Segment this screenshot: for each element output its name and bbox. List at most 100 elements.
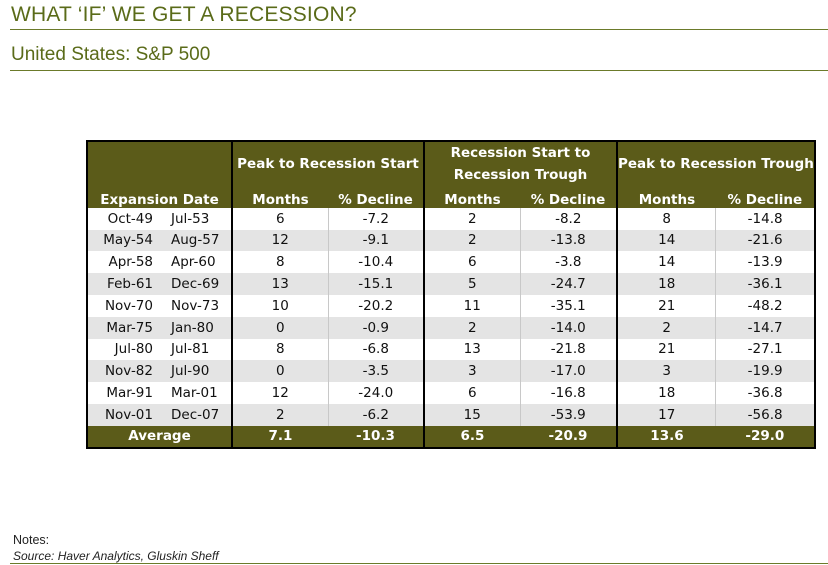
expansion-end-cell: Dec-07 <box>160 403 232 426</box>
pts-decline-cell: -0.9 <box>327 316 424 339</box>
ptt-months-cell: 14 <box>616 229 716 252</box>
average-ptt-months: 13.6 <box>616 425 716 448</box>
ptt-decline-cell: -27.1 <box>715 338 815 361</box>
col-header-pts-months: Months <box>231 186 328 208</box>
ptt-decline-cell: -48.2 <box>715 294 815 317</box>
ptt-months-cell: 18 <box>616 273 716 295</box>
pts-months-cell: 2 <box>231 403 328 426</box>
pts-decline-cell: -24.0 <box>327 382 424 404</box>
ptt-months-cell: 21 <box>616 294 716 317</box>
table-row: May-54 Aug-57 12 -9.1 2 -13.8 14 -21.6 <box>87 229 815 252</box>
ptt-decline-cell: -36.8 <box>715 382 815 404</box>
table-row: Oct-49 Jul-53 6 -7.2 2 -8.2 8 -14.8 <box>87 207 815 230</box>
table-row: Jul-80 Jul-81 8 -6.8 13 -21.8 21 -27.1 <box>87 338 815 361</box>
source-note: Source: Haver Analytics, Gluskin Sheff <box>13 549 219 563</box>
table-body: Oct-49 Jul-53 6 -7.2 2 -8.2 8 -14.8 May-54 Aug-57… <box>87 207 815 426</box>
average-ptt-decline: -29.0 <box>715 425 815 448</box>
stt-decline-cell: -16.8 <box>519 382 617 404</box>
expansion-end-cell: Apr-60 <box>160 251 232 274</box>
pts-months-cell: 8 <box>231 251 328 274</box>
pts-decline-cell: -6.8 <box>327 338 424 361</box>
table-row: Mar-75 Jan-80 0 -0.9 2 -14.0 2 -14.7 <box>87 316 815 339</box>
group-header-start-to-trough-line2: Recession Trough <box>453 167 588 183</box>
ptt-decline-cell: -14.8 <box>715 207 815 230</box>
col-header-ptt-months: Months <box>616 186 716 208</box>
average-pts-decline: -10.3 <box>328 425 424 448</box>
ptt-decline-cell: -19.9 <box>715 360 815 383</box>
pts-months-cell: 13 <box>231 273 328 295</box>
pts-months-cell: 0 <box>231 360 328 383</box>
expansion-start-cell: Mar-91 <box>87 382 160 404</box>
ptt-decline-cell: -21.6 <box>715 229 815 252</box>
col-header-expansion-date: Expansion Date <box>100 191 219 208</box>
page-title: WHAT ‘IF’ WE GET A RECESSION? <box>11 3 357 26</box>
stt-months-cell: 3 <box>423 360 520 383</box>
pts-months-cell: 8 <box>231 338 328 361</box>
stt-months-cell: 15 <box>423 403 520 426</box>
table-row: Feb-61 Dec-69 13 -15.1 5 -24.7 18 -36.1 <box>87 273 815 295</box>
title-divider <box>10 29 828 30</box>
stt-months-cell: 6 <box>423 251 520 274</box>
pts-decline-cell: -6.2 <box>327 403 424 426</box>
expansion-end-cell: Dec-69 <box>160 273 232 295</box>
ptt-months-cell: 18 <box>616 382 716 404</box>
group-header-peak-to-trough: Peak to Recession Trough <box>616 141 815 186</box>
expansion-start-cell: Jul-80 <box>87 338 160 361</box>
stt-decline-cell: -17.0 <box>519 360 617 383</box>
table-row: Apr-58 Apr-60 8 -10.4 6 -3.8 14 -13.9 <box>87 251 815 274</box>
group-header-start-to-trough: Recession Start to Recession Trough <box>423 141 617 186</box>
stt-decline-cell: -35.1 <box>519 294 617 317</box>
average-row: Average 7.1 -10.3 6.5 -20.9 13.6 -29.0 <box>87 425 815 448</box>
stt-decline-cell: -24.7 <box>519 273 617 295</box>
pts-months-cell: 12 <box>231 229 328 252</box>
stt-decline-cell: -53.9 <box>519 403 617 426</box>
table-row: Nov-01 Dec-07 2 -6.2 15 -53.9 17 -56.8 <box>87 403 815 426</box>
expansion-start-cell: Mar-75 <box>87 316 160 339</box>
ptt-decline-cell: -13.9 <box>715 251 815 274</box>
average-pts-months: 7.1 <box>231 425 328 448</box>
sub-header-row: Expansion Date Months % Decline Months %… <box>87 186 815 208</box>
group-header-row: Peak to Recession Start Recession Start … <box>87 141 815 186</box>
pts-decline-cell: -7.2 <box>327 207 424 230</box>
stt-months-cell: 6 <box>423 382 520 404</box>
page-subtitle: United States: S&P 500 <box>11 44 211 65</box>
expansion-end-cell: Jul-90 <box>160 360 232 383</box>
col-header-stt-months: Months <box>423 186 520 208</box>
stt-decline-cell: -14.0 <box>519 316 617 339</box>
expansion-start-cell: Feb-61 <box>87 273 160 295</box>
subtitle-divider <box>10 70 828 71</box>
pts-decline-cell: -15.1 <box>327 273 424 295</box>
average-label: Average <box>87 425 232 448</box>
expansion-start-cell: Apr-58 <box>87 251 160 274</box>
pts-months-cell: 0 <box>231 316 328 339</box>
table-row: Mar-91 Mar-01 12 -24.0 6 -16.8 18 -36.8 <box>87 382 815 404</box>
expansion-end-cell: Nov-73 <box>160 294 232 317</box>
col-header-stt-decline: % Decline <box>530 191 606 208</box>
ptt-months-cell: 14 <box>616 251 716 274</box>
group-header-peak-to-start: Peak to Recession Start <box>231 141 424 186</box>
stt-decline-cell: -3.8 <box>519 251 617 274</box>
stt-months-cell: 5 <box>423 273 520 295</box>
ptt-months-cell: 17 <box>616 403 716 426</box>
ptt-decline-cell: -36.1 <box>715 273 815 295</box>
stt-months-cell: 2 <box>423 229 520 252</box>
col-header-ptt-decline: % Decline <box>727 191 803 208</box>
expansion-end-cell: Jul-81 <box>160 338 232 361</box>
ptt-months-cell: 2 <box>616 316 716 339</box>
pts-months-cell: 6 <box>231 207 328 230</box>
expansion-end-cell: Mar-01 <box>160 382 232 404</box>
expansion-start-cell: Nov-70 <box>87 294 160 317</box>
stt-months-cell: 11 <box>423 294 520 317</box>
pts-decline-cell: -20.2 <box>327 294 424 317</box>
expansion-start-cell: Oct-49 <box>87 207 160 230</box>
pts-months-cell: 12 <box>231 382 328 404</box>
expansion-start-cell: Nov-01 <box>87 403 160 426</box>
recession-table: Peak to Recession Start Recession Start … <box>86 140 816 449</box>
ptt-decline-cell: -56.8 <box>715 403 815 426</box>
expansion-end-cell: Jan-80 <box>160 316 232 339</box>
stt-months-cell: 2 <box>423 207 520 230</box>
stt-months-cell: 13 <box>423 338 520 361</box>
footer-divider <box>10 563 828 564</box>
expansion-end-cell: Aug-57 <box>160 229 232 252</box>
ptt-months-cell: 8 <box>616 207 716 230</box>
